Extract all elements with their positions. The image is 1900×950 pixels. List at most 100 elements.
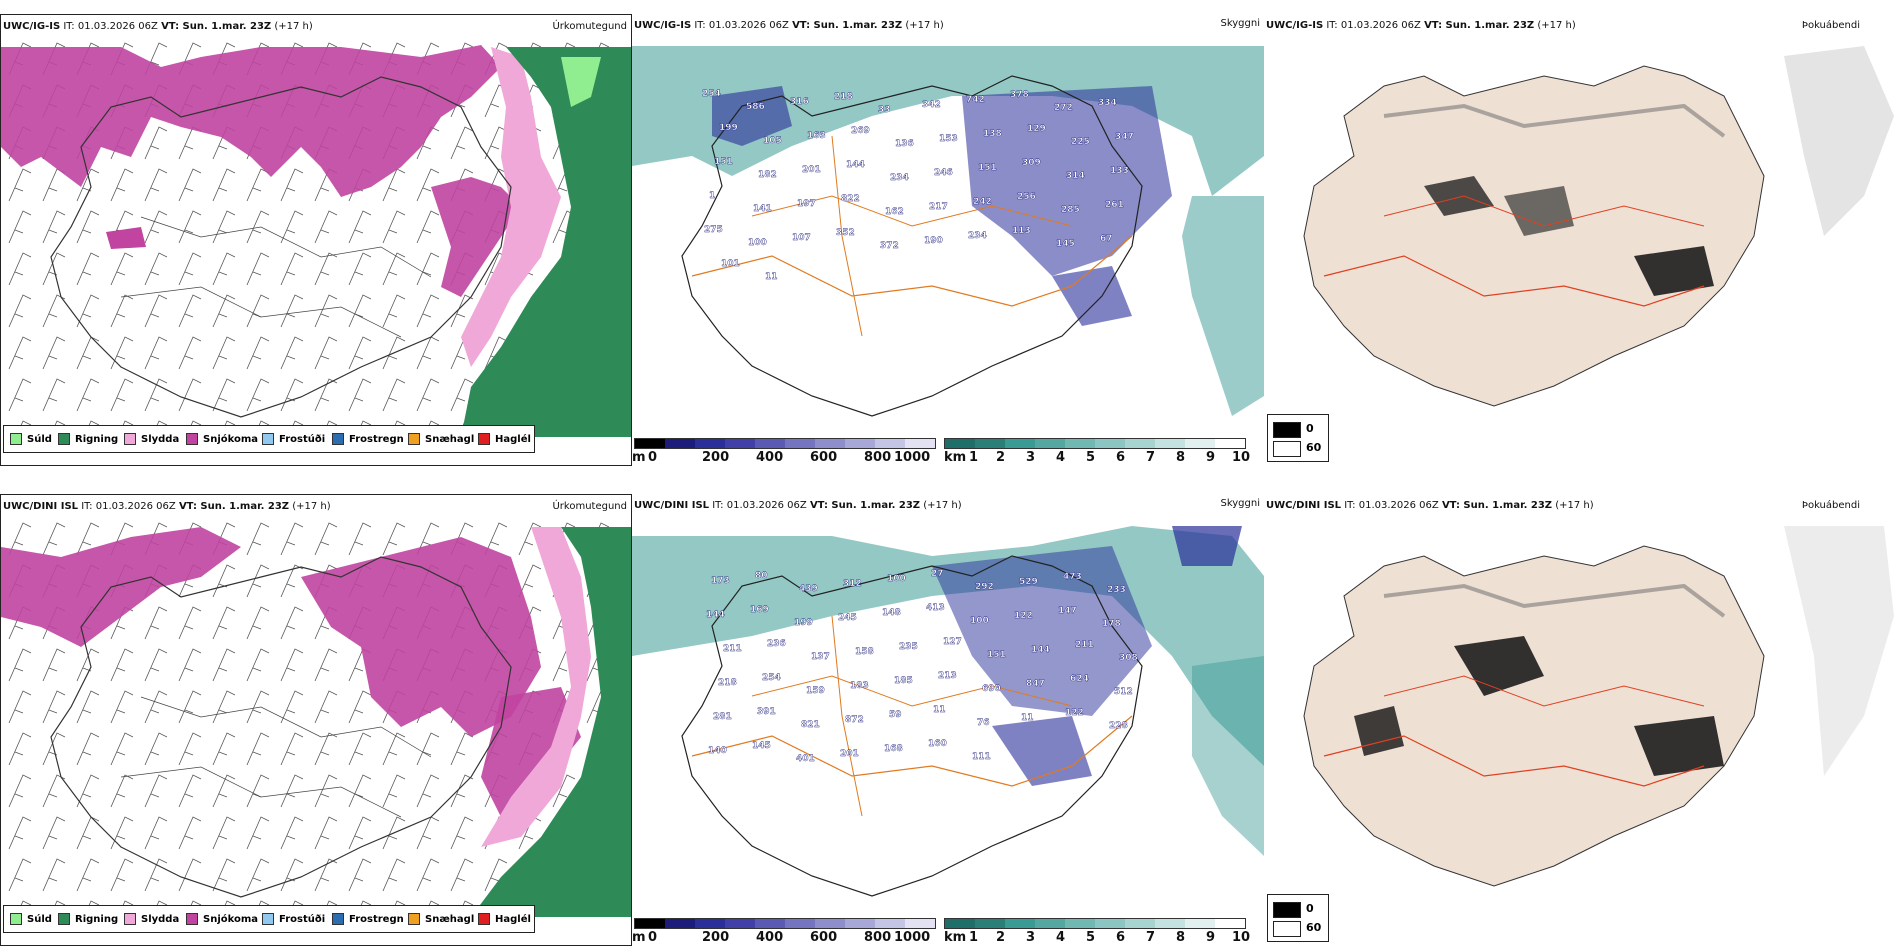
ceiling-height-label: 137 (811, 652, 830, 662)
visibility-tick: 4 (1056, 930, 1066, 945)
ceiling-height-label: 1 (709, 191, 715, 201)
ceiling-height-label: 127 (943, 637, 962, 647)
ceiling-height-label: 147 (1058, 606, 1077, 616)
ceiling-height-label: 234 (890, 173, 909, 183)
ceiling-height-label: 314 (1066, 171, 1085, 181)
ceiling-height-label: 151 (987, 650, 1006, 660)
ceiling-height-label: 275 (704, 225, 723, 235)
ceiling-height-label: 352 (836, 228, 855, 238)
ceiling-height-label: 316 (790, 97, 809, 107)
fog-legend-low: 0 (1306, 902, 1314, 915)
ceiling-height-label: 107 (792, 233, 811, 243)
fog-index-legend: 0 60 (1267, 414, 1329, 462)
ceiling-height-label: 235 (899, 642, 918, 652)
visibility-tick: 10 (1232, 450, 1251, 465)
ceiling-height-label: 144 (1031, 645, 1050, 655)
road-network (1323, 255, 1705, 307)
ceiling-tick: 1000 (894, 930, 931, 945)
ceiling-height-label: 113 (1012, 226, 1031, 236)
visibility-tick: 6 (1116, 450, 1126, 465)
ceiling-tick: 600 (810, 450, 838, 465)
low-ceiling-area (932, 546, 1152, 716)
ceiling-height-label: 218 (834, 92, 853, 102)
ceiling-height-label: 59 (889, 710, 902, 720)
ceiling-height-label: 272 (1054, 103, 1073, 113)
fog-legend-high: 60 (1306, 921, 1322, 934)
ceiling-height-label: 163 (807, 131, 826, 141)
ceiling-height-label: 285 (1061, 205, 1080, 215)
product-name: Úrkomutegund (552, 501, 627, 512)
visibility-tick: 3 (1026, 930, 1036, 945)
ceiling-height-label: 100 (970, 616, 989, 626)
ceiling-height-label: 201 (840, 749, 859, 759)
fog-legend-high: 60 (1306, 441, 1322, 454)
ceiling-height-label: 101 (721, 259, 740, 269)
snow-area-west (106, 227, 146, 249)
drizzle-area (561, 57, 601, 107)
visibility-tick: 5 (1086, 450, 1096, 465)
ceiling-tick: 1000 (894, 450, 931, 465)
ceiling-height-label: 173 (711, 576, 730, 586)
ceiling-height-label: 100 (887, 574, 906, 584)
ceiling-height-label: 136 (895, 139, 914, 149)
visibility-tick: 7 (1146, 450, 1156, 465)
ceiling-height-label: 199 (719, 123, 738, 133)
panel-title: UWC/IG-IS IT: 01.03.2026 06Z VT: Sun. 1.… (3, 21, 313, 32)
ceiling-tick: 800 (864, 450, 892, 465)
ceiling-height-label: 254 (702, 89, 721, 99)
snow-area (1, 45, 501, 197)
visibility-tick: 8 (1176, 450, 1186, 465)
ceiling-colorbar (634, 438, 936, 449)
rain-area (471, 527, 631, 917)
visibility-tick: 3 (1026, 450, 1036, 465)
product-name: Úrkomutegund (552, 21, 627, 32)
iceland-land (1303, 65, 1765, 407)
visibility-tick: 7 (1146, 930, 1156, 945)
visibility-panel-igis: UWC/IG-IS IT: 01.03.2026 06Z VT: Sun. 1.… (632, 14, 1264, 466)
panel-title: UWC/IG-IS IT: 01.03.2026 06Z VT: Sun. 1.… (634, 20, 944, 31)
ceiling-height-label: 473 (1063, 572, 1082, 582)
visibility-tick: 8 (1176, 930, 1186, 945)
ceiling-colorbar (634, 918, 936, 929)
ceiling-height-label: 145 (752, 741, 771, 751)
road-network (691, 235, 1133, 307)
ceiling-height-label: 129 (1027, 124, 1046, 134)
ceiling-height-label: 821 (801, 720, 820, 730)
ceiling-height-label: 158 (855, 647, 874, 657)
ceiling-height-label: 199 (794, 618, 813, 628)
ceiling-height-label: 201 (802, 165, 821, 175)
ceiling-tick: 200 (702, 930, 730, 945)
visibility-tick: 2 (996, 450, 1006, 465)
ceiling-height-label: 309 (1022, 158, 1041, 168)
precip-type-map (1, 517, 631, 917)
ceiling-height-label: 183 (850, 681, 869, 691)
ceiling-height-label: 334 (1098, 98, 1117, 108)
ceiling-height-label: 586 (746, 102, 765, 112)
ceiling-height-label: 378 (1010, 90, 1029, 100)
precip-type-panel-igis: UWC/IG-IS IT: 01.03.2026 06Z VT: Sun. 1.… (0, 14, 632, 466)
ceiling-height-label: 122 (1065, 708, 1084, 718)
ceiling-height-label: 439 (799, 584, 818, 594)
ceiling-height-label: 242 (973, 197, 992, 207)
ceiling-height-label: 261 (1105, 200, 1124, 210)
road-network (691, 715, 1133, 787)
product-name: Skyggni (1220, 498, 1260, 509)
ceiling-height-label: 169 (750, 605, 769, 615)
ceiling-height-label: 308 (1119, 653, 1138, 663)
ceiling-height-label: 624 (1070, 674, 1089, 684)
ceiling-height-label: 347 (1115, 132, 1134, 142)
snow-area (1, 527, 241, 647)
ceiling-height-label: 138 (983, 129, 1002, 139)
ceiling-height-label: 153 (939, 134, 958, 144)
ceiling-height-label: 529 (1019, 577, 1038, 587)
ceiling-height-label: 100 (748, 238, 767, 248)
fog-legend-low: 0 (1306, 422, 1314, 435)
ceiling-height-label: 217 (929, 202, 948, 212)
visibility-tick: 9 (1206, 450, 1216, 465)
fog-area (1424, 176, 1494, 216)
ceiling-height-label: 413 (926, 603, 945, 613)
fog-index-map (1303, 526, 1894, 887)
ceiling-height-label: 76 (977, 718, 990, 728)
ceiling-height-label: 144 (706, 610, 725, 620)
ceiling-height-label: 872 (845, 715, 864, 725)
